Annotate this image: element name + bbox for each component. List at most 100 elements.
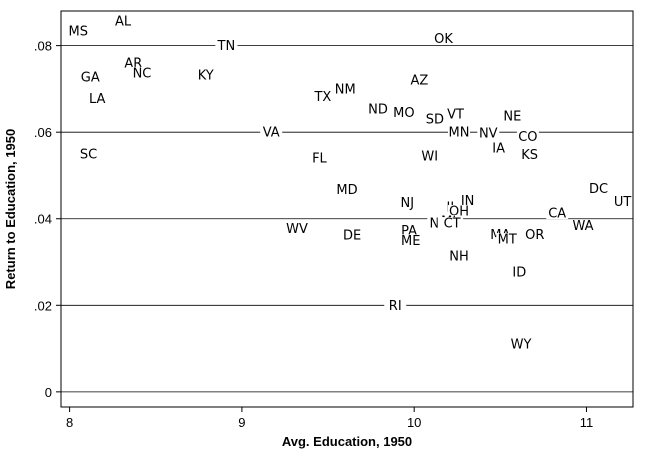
data-point-label: WA: [573, 219, 594, 234]
data-point: AL: [112, 14, 135, 29]
data-point-backing: [456, 194, 479, 207]
data-point: WA: [572, 219, 595, 234]
data-point-backing: [496, 233, 519, 246]
data-point-label: TX: [313, 90, 331, 105]
data-point: NJ: [396, 196, 419, 211]
data-point-label: VA: [263, 126, 280, 141]
data-point-label: WI: [421, 149, 438, 164]
data-point: NC: [130, 66, 153, 81]
data-point: SD: [423, 113, 446, 128]
data-point-backing: [418, 149, 441, 162]
data-point-label: CA: [548, 207, 566, 222]
data-point: WY: [510, 337, 533, 352]
data-point-label: MT: [498, 233, 517, 248]
data-point-label: SC: [80, 147, 97, 162]
data-point-label: NJ: [401, 196, 415, 211]
y-tick-label: .06: [34, 125, 52, 140]
data-point-backing: [546, 207, 569, 220]
data-point: WV: [286, 222, 309, 237]
data-point-label: RI: [389, 299, 402, 314]
data-point-backing: [423, 113, 446, 126]
data-point-backing: [399, 234, 422, 247]
data-point: CA: [546, 207, 569, 222]
data-point-label: AL: [115, 14, 132, 29]
data-point: DC: [587, 182, 610, 197]
data-point-label: NC: [133, 66, 152, 81]
data-point: NH: [447, 249, 470, 264]
y-tick-label: .04: [34, 212, 52, 227]
data-point-label: LA: [89, 92, 106, 107]
data-point-backing: [194, 69, 217, 82]
x-tick-label: 8: [66, 415, 73, 430]
data-point-label: KY: [198, 69, 214, 84]
data-point-backing: [396, 196, 419, 209]
data-point-backing: [392, 106, 415, 119]
data-point: MD: [336, 183, 358, 198]
data-point: CO: [516, 130, 539, 145]
data-point: ME: [399, 234, 422, 249]
data-point-backing: [587, 182, 610, 195]
data-point-label: DE: [343, 229, 361, 244]
data-point-backing: [77, 147, 100, 160]
data-point-backing: [260, 126, 283, 139]
data-point-label: GA: [81, 70, 100, 85]
data-point: OR: [523, 228, 546, 243]
data-point-backing: [311, 90, 334, 103]
data-point: NV: [477, 127, 500, 142]
data-point-backing: [444, 108, 467, 121]
axes: 0 .02 .04 .06 .08 8 9 10 11: [34, 39, 593, 430]
data-point-label: NV: [479, 127, 498, 142]
data-point-backing: [447, 126, 470, 139]
data-point-backing: [384, 299, 407, 312]
y-tick-label: 0: [45, 385, 52, 400]
data-point: VA: [260, 126, 283, 141]
data-point-backing: [508, 265, 531, 278]
data-point: KS: [518, 148, 541, 163]
data-point: MT: [496, 233, 519, 248]
data-point-label: VT: [447, 108, 464, 123]
data-point-backing: [516, 130, 539, 143]
data-point-backing: [336, 183, 358, 196]
data-point: CT: [441, 217, 464, 232]
data-point-backing: [523, 228, 546, 241]
data-point-label: MN: [449, 126, 470, 141]
x-tick-label: 11: [580, 415, 594, 430]
data-point-label: NE: [503, 110, 521, 125]
data-point-backing: [510, 337, 533, 350]
data-point-backing: [67, 24, 90, 37]
x-tick-label: 10: [407, 415, 421, 430]
data-point-label: MO: [393, 106, 414, 121]
data-point-backing: [286, 222, 309, 235]
data-point-label: NH: [449, 249, 469, 264]
y-tick-label: .02: [34, 298, 52, 313]
data-point-backing: [447, 204, 470, 217]
data-point-backing: [215, 39, 238, 52]
data-point-backing: [79, 70, 102, 83]
data-point-label: IA: [492, 142, 505, 157]
data-point: NM: [334, 82, 357, 97]
data-point-label: WY: [511, 337, 532, 352]
data-point: WI: [418, 149, 441, 164]
data-point: OK: [432, 32, 455, 47]
data-point: IA: [487, 142, 510, 157]
data-point-backing: [518, 148, 541, 161]
data-point-label: DC: [589, 182, 608, 197]
data-point-backing: [334, 82, 357, 95]
data-point-backing: [398, 224, 421, 237]
x-tick-label: 9: [238, 415, 245, 430]
data-point: UT: [611, 195, 634, 210]
plot-frame: [60, 10, 634, 408]
data-point: ND: [367, 103, 390, 118]
data-point-backing: [308, 152, 331, 165]
data-point-backing: [112, 14, 135, 27]
data-point-backing: [447, 249, 470, 262]
x-axis-title: Avg. Education, 1950: [282, 434, 412, 449]
data-point-backing: [487, 142, 510, 155]
data-point-label: MD: [336, 183, 357, 198]
data-point-label: CT: [444, 217, 461, 232]
data-point-label: OK: [434, 32, 453, 47]
data-point: TX: [311, 90, 334, 105]
data-point-label: OR: [525, 228, 544, 243]
data-point-backing: [408, 74, 431, 87]
